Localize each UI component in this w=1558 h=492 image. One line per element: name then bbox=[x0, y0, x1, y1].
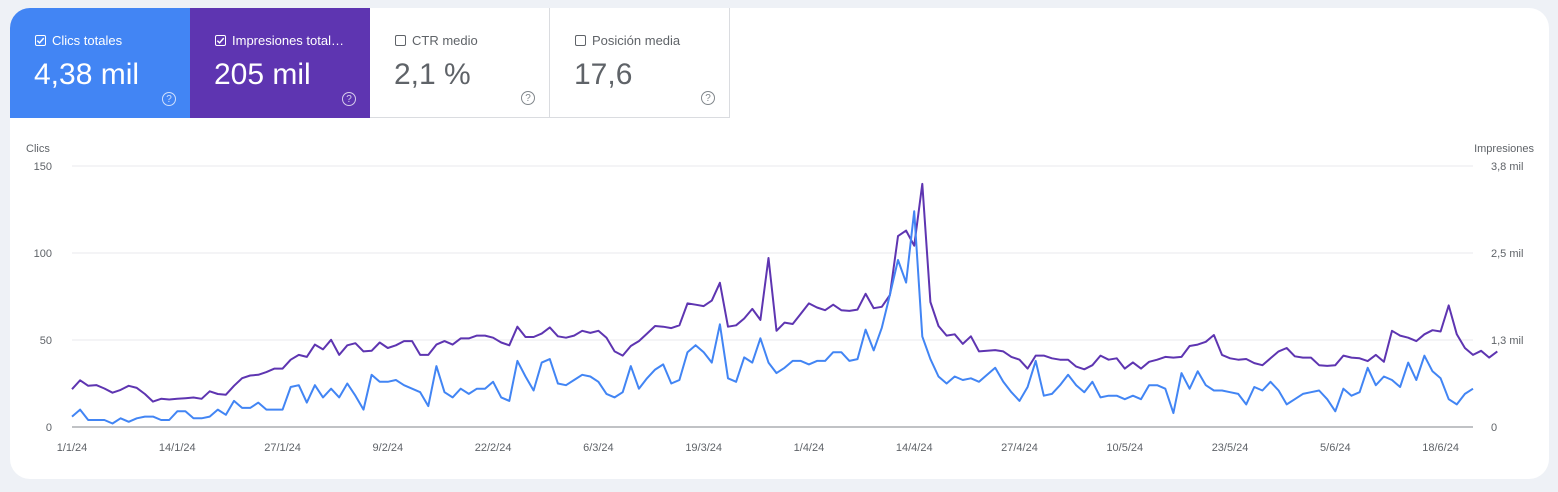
right-tick-label: 3,8 mil bbox=[1491, 161, 1523, 173]
checkbox-checked-icon[interactable] bbox=[215, 35, 226, 46]
metric-label: Clics totales bbox=[52, 33, 123, 48]
performance-card: Clics totales 4,38 mil ? Impresiones tot… bbox=[10, 8, 1549, 479]
metric-value: 17,6 bbox=[574, 58, 633, 91]
metric-card-ctr[interactable]: CTR medio 2,1 % ? bbox=[370, 8, 550, 118]
left-tick-label: 0 bbox=[46, 422, 52, 434]
right-tick-label: 2,5 mil bbox=[1491, 248, 1523, 260]
x-tick-label: 14/4/24 bbox=[896, 442, 933, 454]
x-tick-label: 18/6/24 bbox=[1422, 442, 1459, 454]
checkbox-checked-icon[interactable] bbox=[35, 35, 46, 46]
metric-value: 4,38 mil bbox=[34, 58, 140, 91]
chart-axes: 0 0 50 1,3 mil 100 2,5 mil 150 3,8 mil Clics Impr… bbox=[26, 143, 1534, 454]
x-tick-label: 23/5/24 bbox=[1212, 442, 1249, 454]
metric-card-position[interactable]: Posición media 17,6 ? bbox=[550, 8, 730, 118]
x-tick-label: 1/4/24 bbox=[794, 442, 825, 454]
right-tick-label: 0 bbox=[1491, 422, 1497, 434]
series-line-clicks bbox=[71, 210, 1474, 425]
x-tick-label: 6/3/24 bbox=[583, 442, 614, 454]
metric-label: Posición media bbox=[592, 33, 681, 48]
chart-series bbox=[71, 182, 1498, 425]
left-tick-label: 150 bbox=[34, 161, 52, 173]
x-tick-label: 10/5/24 bbox=[1106, 442, 1143, 454]
x-tick-label: 1/1/24 bbox=[57, 442, 88, 454]
x-tick-label: 5/6/24 bbox=[1320, 442, 1351, 454]
metric-card-impressions[interactable]: Impresiones total… 205 mil ? bbox=[190, 8, 370, 118]
performance-chart: 0 0 50 1,3 mil 100 2,5 mil 150 3,8 mil Clics Impr… bbox=[26, 143, 1534, 454]
checkbox-unchecked-icon[interactable] bbox=[395, 35, 406, 46]
x-tick-label: 27/4/24 bbox=[1001, 442, 1038, 454]
x-tick-label: 14/1/24 bbox=[159, 442, 196, 454]
left-tick-label: 50 bbox=[40, 335, 52, 347]
x-tick-label: 22/2/24 bbox=[475, 442, 512, 454]
help-icon[interactable]: ? bbox=[521, 91, 535, 105]
right-tick-label: 1,3 mil bbox=[1491, 335, 1523, 347]
left-tick-label: 100 bbox=[34, 248, 52, 260]
x-tick-label: 27/1/24 bbox=[264, 442, 301, 454]
x-tick-label: 9/2/24 bbox=[373, 442, 404, 454]
metric-value: 2,1 % bbox=[394, 58, 471, 91]
metric-card-clicks[interactable]: Clics totales 4,38 mil ? bbox=[10, 8, 190, 118]
x-tick-label: 19/3/24 bbox=[685, 442, 722, 454]
help-icon[interactable]: ? bbox=[342, 92, 356, 106]
metric-label: CTR medio bbox=[412, 33, 478, 48]
series-line-impressions bbox=[71, 182, 1498, 403]
metric-value: 205 mil bbox=[214, 58, 311, 91]
chart-gridlines bbox=[72, 165, 1473, 428]
metric-tabs: Clics totales 4,38 mil ? Impresiones tot… bbox=[10, 8, 730, 118]
help-icon[interactable]: ? bbox=[162, 92, 176, 106]
right-axis-title: Impresiones bbox=[1474, 143, 1534, 155]
metric-label: Impresiones total… bbox=[232, 33, 344, 48]
help-icon[interactable]: ? bbox=[701, 91, 715, 105]
left-axis-title: Clics bbox=[26, 143, 50, 155]
checkbox-unchecked-icon[interactable] bbox=[575, 35, 586, 46]
